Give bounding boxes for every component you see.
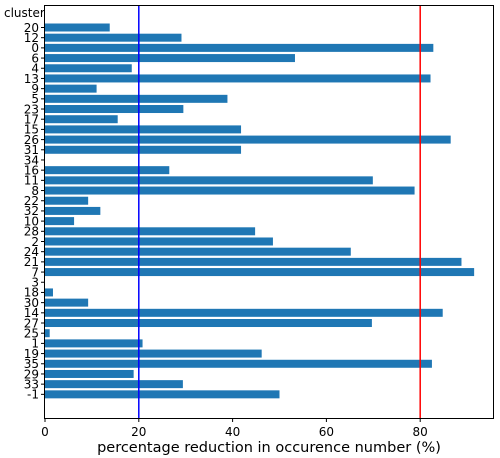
bar-7 [45,268,475,277]
y-tick-label--1: -1 [27,388,39,402]
bar-21 [45,257,462,266]
bar-28 [45,227,256,236]
bar-16 [45,166,170,175]
y-ticks: 2012064139523171526313416118223210282242… [24,21,45,402]
bar-4 [45,64,132,73]
y-tick-label-16: 16 [24,163,39,177]
bar--1 [45,390,280,399]
y-tick-label-17: 17 [24,113,39,127]
bar-17 [45,115,118,124]
y-tick-label-2: 2 [31,235,39,249]
bar-19 [45,349,262,358]
reference-lines [138,6,421,418]
bar-22 [45,196,89,205]
y-tick-label-14: 14 [24,306,39,320]
y-tick-label-20: 20 [24,21,39,35]
y-tick-label-12: 12 [24,31,39,45]
y-tick-label-11: 11 [24,174,39,188]
bar-10 [45,217,75,226]
y-tick-label-29: 29 [24,367,39,381]
x-axis-title: percentage reduction in occurence number… [97,440,441,456]
bar-0 [45,43,434,52]
y-tick-label-1: 1 [31,337,39,351]
bar-20 [45,23,110,32]
bar-1 [45,339,143,348]
y-tick-label-4: 4 [31,62,39,76]
x-tick-label-60: 60 [319,425,334,439]
y-tick-label-5: 5 [31,92,39,106]
y-tick-label-30: 30 [24,296,39,310]
y-tick-label-31: 31 [24,143,39,157]
bar-2 [45,237,273,246]
x-tick-label-0: 0 [41,425,49,439]
y-tick-label-3: 3 [31,276,39,290]
bar-25 [45,329,50,338]
bar-11 [45,176,373,185]
y-tick-label-34: 34 [24,153,39,167]
bar-24 [45,247,351,256]
x-tick-label-20: 20 [131,425,146,439]
bar-8 [45,186,415,195]
y-tick-label-22: 22 [24,194,39,208]
y-tick-label-18: 18 [24,286,39,300]
y-tick-label-33: 33 [24,377,39,391]
y-tick-label-10: 10 [24,214,39,228]
bar-32 [45,206,101,215]
bar-23 [45,105,184,114]
y-tick-label-6: 6 [31,51,39,65]
bar-15 [45,125,242,134]
y-tick-label-23: 23 [24,102,39,116]
bar-29 [45,369,134,378]
y-tick-label-15: 15 [24,123,39,137]
bar-6 [45,54,295,63]
bar-18 [45,288,53,297]
y-tick-label-7: 7 [31,265,39,279]
bar-14 [45,308,443,317]
y-tick-label-26: 26 [24,133,39,147]
y-tick-label-32: 32 [24,204,39,218]
x-tick-label-80: 80 [413,425,428,439]
y-tick-label-35: 35 [24,357,39,371]
y-tick-label-9: 9 [31,82,39,96]
x-tick-label-40: 40 [225,425,240,439]
y-tick-label-27: 27 [24,316,39,330]
plot-frame [44,5,494,419]
y-tick-label-19: 19 [24,347,39,361]
y-tick-label-21: 21 [24,255,39,269]
bar-26 [45,135,451,144]
bar-31 [45,145,242,154]
bar-13 [45,74,431,83]
y-tick-label-8: 8 [31,184,39,198]
bar-33 [45,380,183,389]
bar-9 [45,84,97,93]
bars [45,23,475,399]
y-tick-label-0: 0 [31,41,39,55]
bar-12 [45,33,182,42]
bar-27 [45,319,372,328]
x-ticks: 0 20 40 60 80 [41,418,428,439]
y-tick-label-25: 25 [24,327,39,341]
y-axis-title: cluster [4,6,45,20]
y-tick-label-13: 13 [24,72,39,86]
y-tick-label-24: 24 [24,245,39,259]
bar-35 [45,359,432,368]
bar-30 [45,298,89,307]
y-tick-label-28: 28 [24,225,39,239]
bar-5 [45,94,228,103]
